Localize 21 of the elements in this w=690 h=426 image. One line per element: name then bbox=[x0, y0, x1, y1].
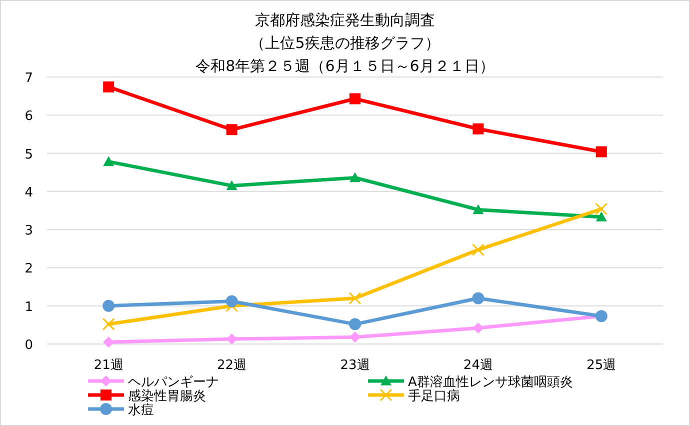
x-tick: 21週 bbox=[94, 358, 124, 373]
y-tick: 4 bbox=[24, 185, 33, 200]
y-tick: 3 bbox=[24, 224, 33, 239]
x-tick: 25週 bbox=[586, 358, 616, 373]
legend-label: ヘルパンギーナ bbox=[128, 375, 219, 390]
subtitle: （上位5疾患の推移グラフ） bbox=[250, 34, 440, 52]
x-tick: 22週 bbox=[217, 358, 247, 373]
annotation: 令和8年第２５週（6月１５日～6月２１日） bbox=[196, 57, 494, 75]
title: 京都府感染症発生動向調査 bbox=[255, 11, 435, 29]
legend-label: A群溶血性レンサ球菌咽頭炎 bbox=[408, 375, 573, 390]
y-tick: 2 bbox=[24, 262, 33, 277]
legend-label: 感染性胃腸炎 bbox=[128, 389, 206, 404]
x-tick: 23週 bbox=[340, 358, 370, 373]
y-tick: 5 bbox=[24, 147, 33, 162]
y-tick: 6 bbox=[24, 109, 33, 124]
y-tick: 7 bbox=[24, 71, 33, 86]
legend-label: 水痘 bbox=[128, 403, 154, 418]
y-tick: 0 bbox=[24, 338, 33, 353]
y-tick: 1 bbox=[24, 300, 33, 315]
x-tick: 24週 bbox=[463, 358, 493, 373]
legend-label: 手足口病 bbox=[408, 389, 460, 404]
